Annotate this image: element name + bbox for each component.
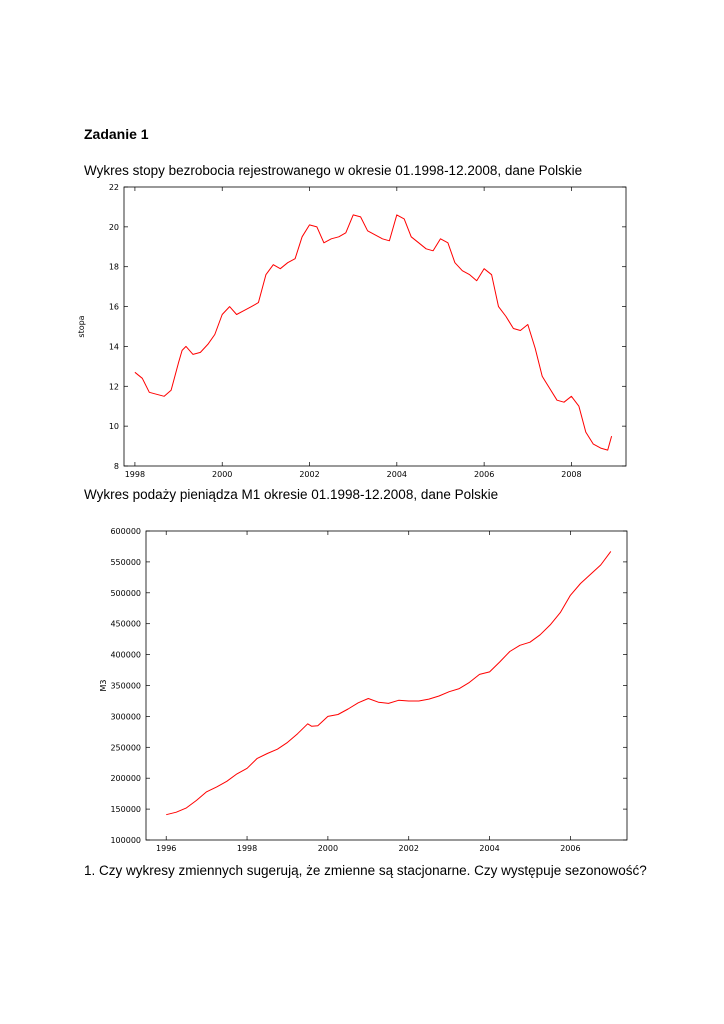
y-tick-label: 300000 [110, 712, 141, 721]
y-tick-label: 18 [109, 263, 119, 272]
question-1: 1. Czy wykresy zmiennych sugerują, że zm… [84, 863, 647, 878]
y-tick-label: 200000 [110, 774, 141, 783]
plot-frame [123, 186, 627, 467]
y-tick-label: 250000 [110, 743, 141, 752]
page-title: Zadanie 1 [84, 126, 149, 142]
y-tick-label: 22 [109, 183, 119, 192]
y-tick-label: 500000 [110, 589, 141, 598]
x-tick-label: 1998 [237, 844, 257, 853]
y-tick-label: 16 [109, 303, 119, 312]
y-tick-label: 100000 [110, 836, 141, 845]
y-tick-label: 350000 [110, 682, 141, 691]
y-tick-label: 400000 [110, 651, 141, 660]
y-tick-label: 12 [109, 382, 119, 391]
caption-unemployment-chart: Wykres stopy bezrobocia rejestrowanego w… [84, 163, 583, 178]
x-tick-label: 2006 [474, 470, 494, 479]
x-tick-label: 2008 [561, 470, 581, 479]
x-tick-label: 1998 [125, 470, 145, 479]
y-tick-label: 150000 [110, 805, 141, 814]
y-tick-label: 20 [109, 223, 119, 232]
y-tick-label: 10 [109, 422, 119, 431]
caption-money-supply-chart: Wykres podaży pieniądza M1 okresie 01.19… [84, 487, 499, 502]
x-tick-label: 2000 [212, 470, 232, 479]
y-tick-label: 450000 [110, 620, 141, 629]
y-tick-label: 600000 [110, 527, 141, 536]
x-tick-label: 1996 [156, 844, 176, 853]
x-tick-label: 2000 [318, 844, 338, 853]
y-axis-label: M3 [99, 680, 108, 692]
series-line-M1 [166, 551, 612, 816]
x-tick-label: 2004 [479, 844, 499, 853]
series-line-stopa [134, 214, 613, 451]
plot-frame [145, 530, 628, 841]
x-tick-label: 2006 [560, 844, 580, 853]
y-tick-label: 14 [109, 342, 119, 351]
y-tick-label: 8 [114, 462, 119, 471]
y-tick-label: 550000 [110, 558, 141, 567]
x-tick-label: 2004 [387, 470, 407, 479]
x-tick-label: 2002 [299, 470, 319, 479]
y-axis-label: stopa [77, 315, 86, 337]
x-tick-label: 2002 [399, 844, 419, 853]
